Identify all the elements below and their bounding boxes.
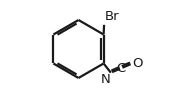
Text: O: O (132, 57, 143, 70)
Text: C: C (116, 62, 126, 75)
Text: Br: Br (105, 10, 119, 23)
Text: N: N (100, 73, 110, 86)
